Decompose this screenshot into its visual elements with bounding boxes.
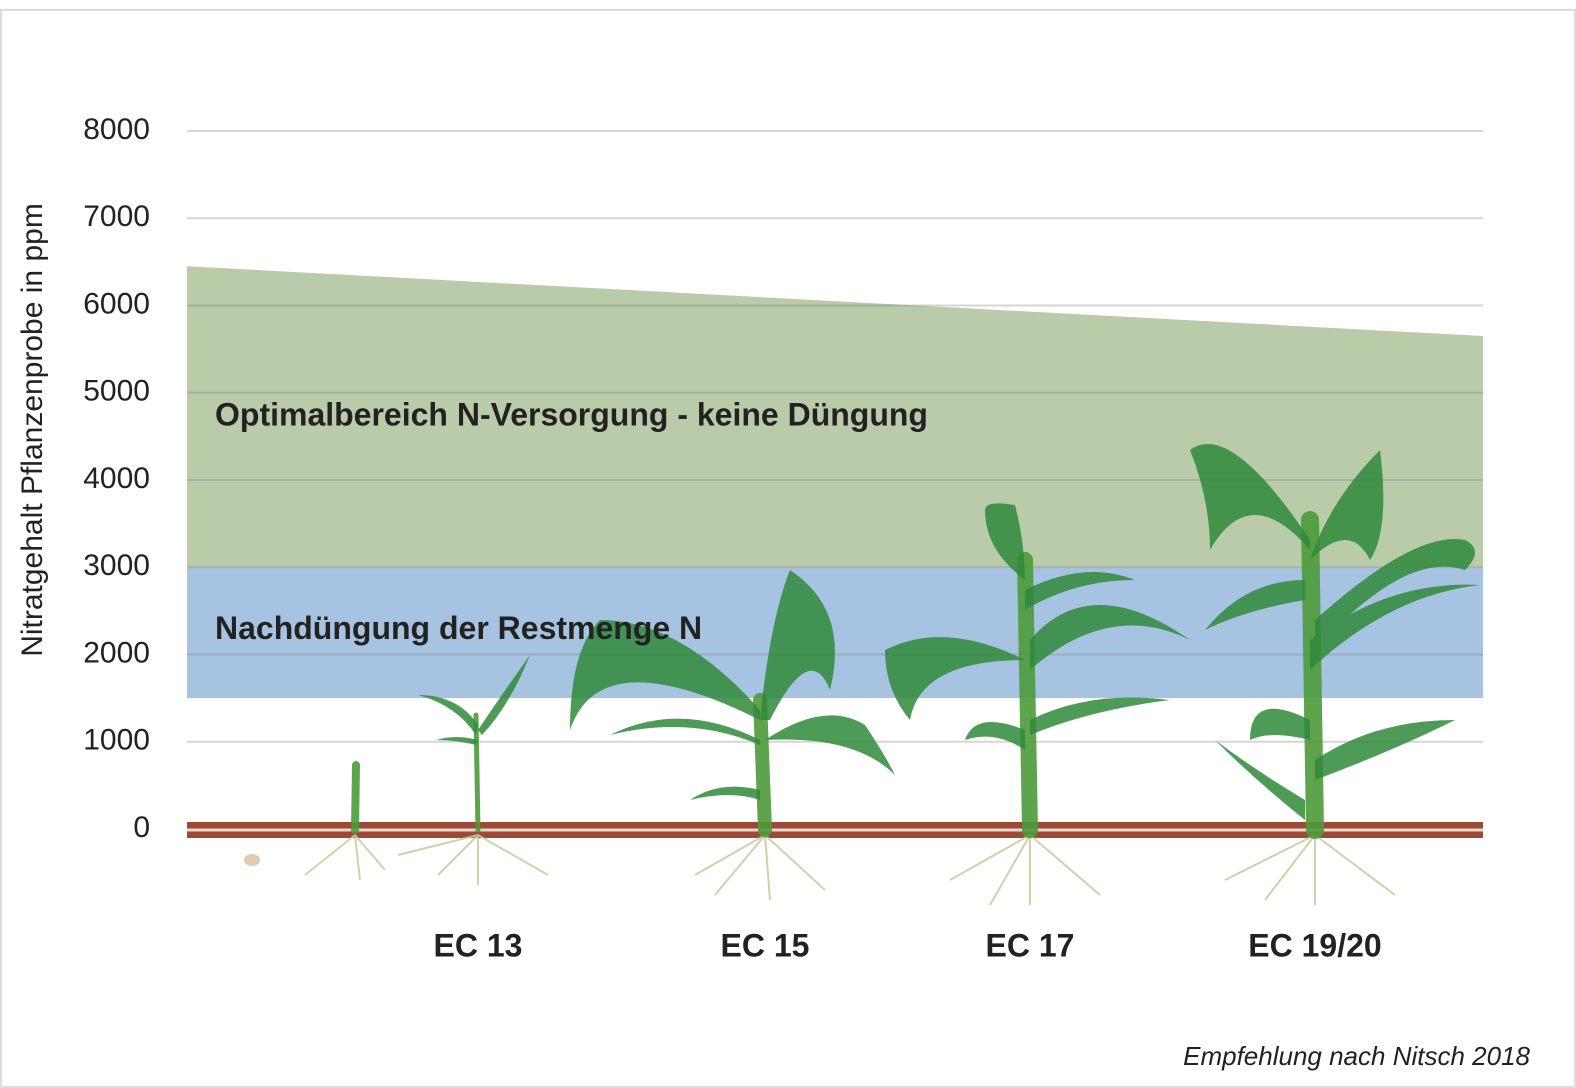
y-tick-label: 3000	[83, 549, 150, 582]
x-tick-label: EC 17	[986, 927, 1075, 963]
x-tick-label: EC 15	[721, 927, 810, 963]
y-axis-label: Nitratgehalt Pflanzenprobe in ppm	[16, 203, 49, 657]
y-tick-label: 4000	[83, 462, 150, 495]
y-tick-label: 0	[133, 811, 150, 844]
x-tick-label: EC 13	[434, 927, 523, 963]
chart: Nitratgehalt Pflanzenprobe in ppm Empfeh…	[0, 0, 1576, 1088]
y-tick-label: 5000	[83, 375, 150, 408]
x-tick-label: EC 19/20	[1248, 927, 1381, 963]
y-tick-label: 2000	[83, 636, 150, 669]
soil	[187, 822, 1483, 838]
y-tick-label: 6000	[83, 287, 150, 320]
band-label: Optimalbereich N-Versorgung - keine Düng…	[215, 397, 928, 433]
source-note: Empfehlung nach Nitsch 2018	[1183, 1041, 1530, 1071]
band-label: Nachdüngung der Restmenge N	[215, 610, 702, 646]
y-tick-label: 1000	[83, 724, 150, 757]
y-tick-label: 8000	[83, 113, 150, 146]
y-tick-label: 7000	[83, 200, 150, 233]
